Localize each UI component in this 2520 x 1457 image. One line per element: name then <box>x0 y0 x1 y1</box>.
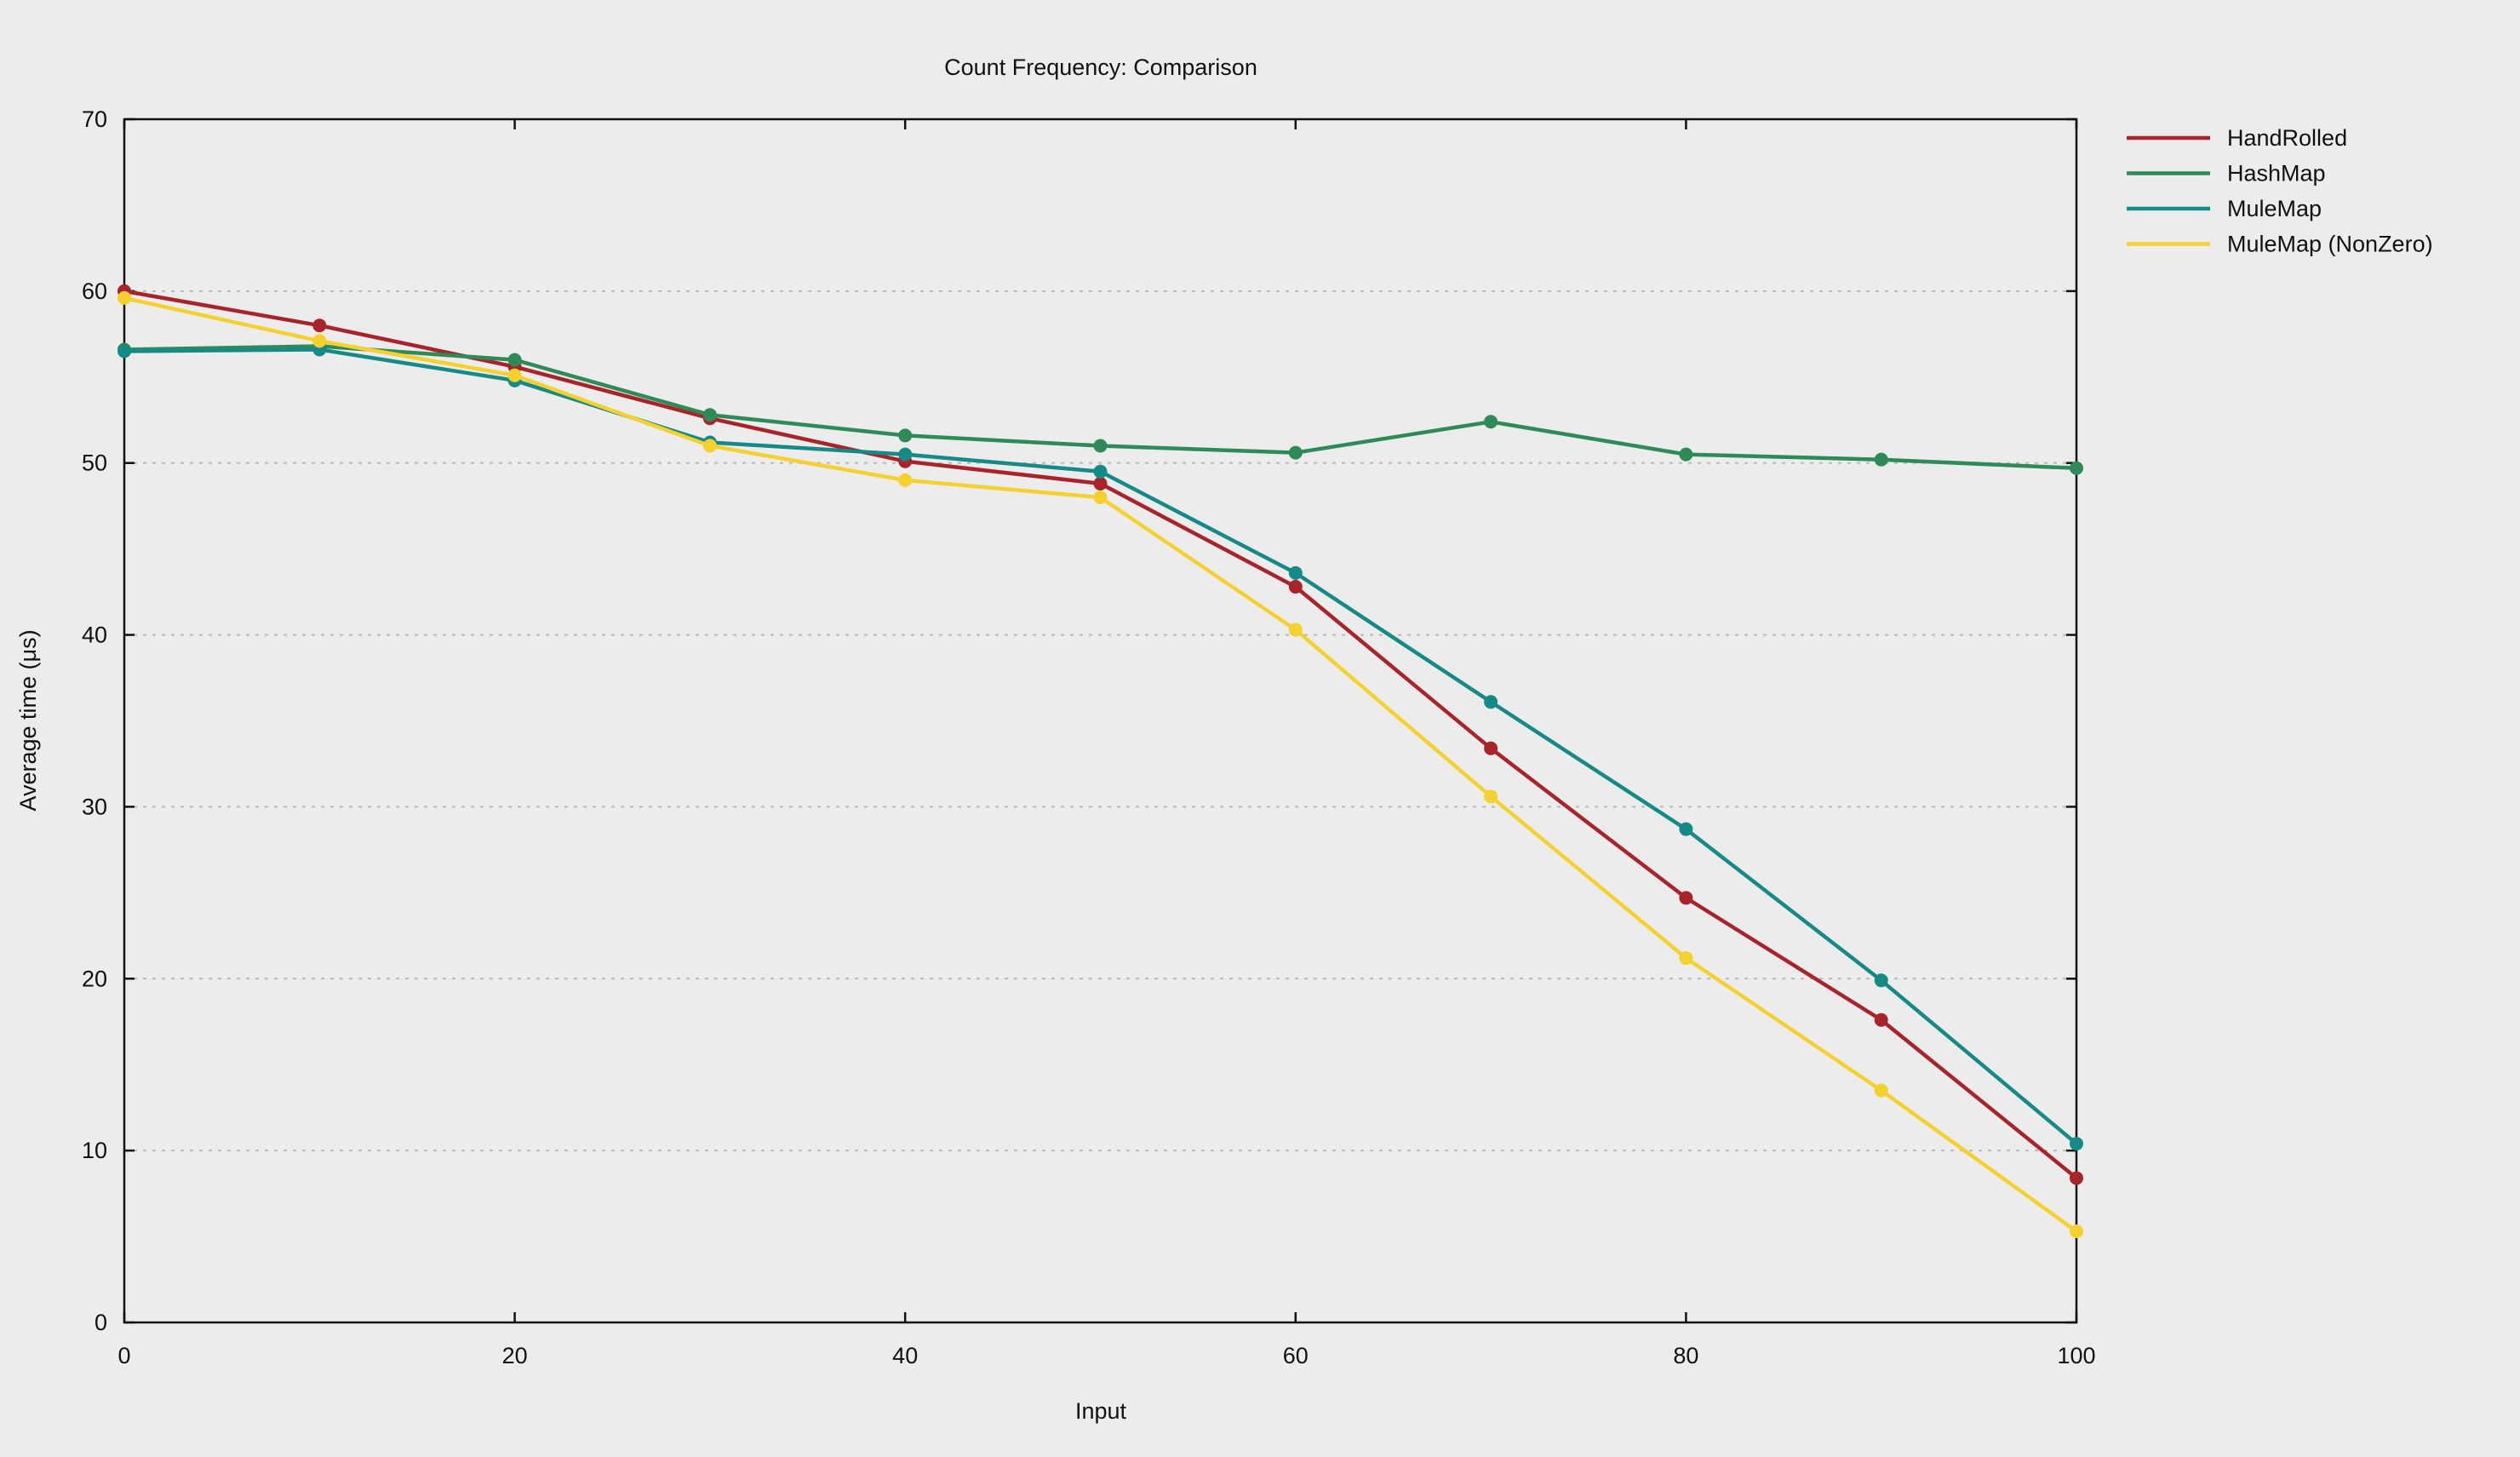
data-point-mulemap-nonzero <box>2070 1225 2083 1239</box>
legend-item-handrolled: HandRolled <box>2127 125 2347 151</box>
data-point-mulemap-nonzero <box>1288 622 1303 637</box>
legend-label: HandRolled <box>2227 125 2347 151</box>
data-point-mulemap <box>1679 822 1693 836</box>
data-point-mulemap-nonzero <box>1093 490 1108 505</box>
data-point-hashmap <box>1288 445 1303 460</box>
legend-label: HashMap <box>2227 161 2326 186</box>
plot-frame <box>123 118 2078 1324</box>
data-point-handrolled <box>2070 1171 2083 1185</box>
y-axis-title: Average time (μs) <box>15 629 41 811</box>
data-point-hashmap <box>1093 439 1108 453</box>
series-line-mulemap-nonzero <box>122 295 2079 1234</box>
chart-title: Count Frequency: Comparison <box>944 54 1257 80</box>
axis-ticks: 0 10 20 30 40 50 60 70 0 20 40 60 80 100 <box>82 106 2096 1368</box>
x-tick-label: 60 <box>1283 1343 1309 1368</box>
x-tick-label: 80 <box>1673 1343 1698 1368</box>
legend-label: MuleMap <box>2227 196 2322 221</box>
y-tick-label: 0 <box>94 1310 107 1335</box>
series-line-handrolled <box>122 289 2079 1180</box>
data-point-mulemap-nonzero <box>507 368 522 382</box>
data-point-handrolled <box>1093 476 1108 490</box>
series-mulemap <box>117 342 2083 1151</box>
data-point-handrolled <box>312 318 327 333</box>
data-point-mulemap <box>1874 973 1888 988</box>
y-tick-label: 40 <box>82 622 107 648</box>
series-hashmap <box>117 339 2083 475</box>
data-point-mulemap-nonzero <box>702 439 717 453</box>
data-point-mulemap-nonzero <box>312 334 327 348</box>
data-point-mulemap <box>1484 695 1498 709</box>
legend-item-mulemap-nonzero: MuleMap (NonZero) <box>2127 232 2433 257</box>
data-point-mulemap <box>898 447 913 462</box>
data-point-hashmap <box>1484 415 1498 429</box>
data-point-hashmap <box>898 428 913 443</box>
y-tick-label: 30 <box>82 794 107 819</box>
y-tick-label: 60 <box>82 278 107 304</box>
data-point-hashmap <box>507 353 522 367</box>
data-point-mulemap-nonzero <box>1874 1083 1888 1098</box>
x-tick-label: 100 <box>2057 1343 2095 1368</box>
data-point-hashmap <box>702 408 717 422</box>
data-point-handrolled <box>1288 580 1303 594</box>
data-point-mulemap-nonzero <box>117 290 131 305</box>
x-tick-label: 0 <box>117 1343 130 1368</box>
legend: HandRolled HashMap MuleMap MuleMap (NonZero… <box>2127 125 2433 257</box>
data-point-hashmap <box>2070 461 2083 475</box>
data-point-mulemap-nonzero <box>1484 789 1498 804</box>
data-point-mulemap <box>1288 565 1303 580</box>
y-tick-label: 50 <box>82 450 107 476</box>
y-tick-label: 20 <box>82 966 107 991</box>
data-point-mulemap <box>117 344 131 359</box>
legend-item-hashmap: HashMap <box>2127 161 2326 186</box>
y-tick-label: 70 <box>82 106 107 132</box>
x-tick-label: 20 <box>502 1343 528 1368</box>
legend-label: MuleMap (NonZero) <box>2227 232 2433 257</box>
data-point-handrolled <box>1874 1012 1888 1027</box>
series-layer <box>117 284 2083 1239</box>
data-point-handrolled <box>1679 891 1693 905</box>
legend-item-mulemap: MuleMap <box>2127 196 2322 221</box>
series-handrolled <box>117 284 2083 1185</box>
x-axis-title: Input <box>1075 1398 1127 1424</box>
data-point-handrolled <box>1484 741 1498 755</box>
y-tick-label: 10 <box>82 1138 107 1163</box>
data-point-mulemap <box>1093 464 1108 479</box>
series-mulemap-nonzero <box>117 290 2083 1239</box>
data-point-mulemap-nonzero <box>898 473 913 487</box>
grid-lines <box>124 290 2076 1152</box>
data-point-hashmap <box>1679 447 1693 462</box>
data-point-hashmap <box>1874 452 1888 467</box>
x-tick-label: 40 <box>892 1343 918 1368</box>
data-point-mulemap <box>2070 1137 2083 1151</box>
data-point-mulemap-nonzero <box>1679 951 1693 966</box>
